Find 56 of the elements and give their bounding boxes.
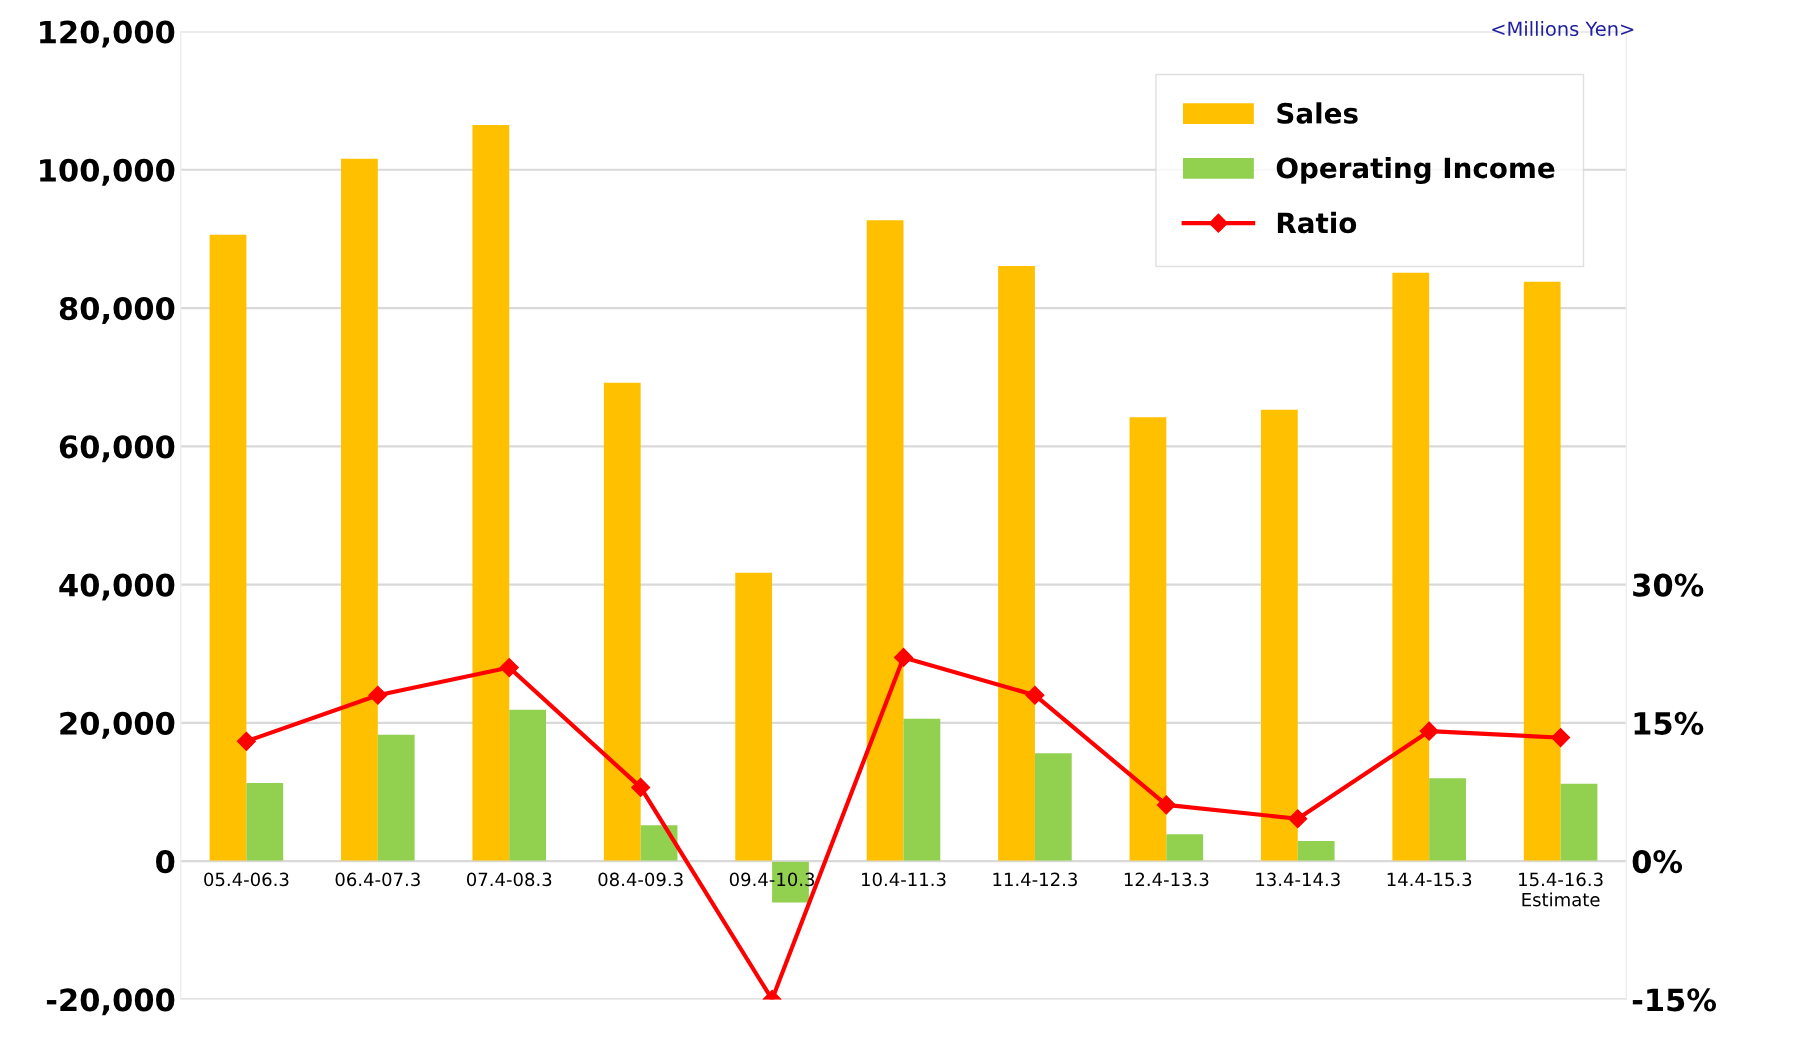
x-tick-label: 13.4-14.3 bbox=[1256, 872, 1340, 887]
x-tick-label: 05.4-06.3 bbox=[204, 872, 289, 887]
bar bbox=[1392, 272, 1430, 862]
point bbox=[499, 658, 519, 678]
y-tick-label: 120,000 bbox=[40, 20, 175, 48]
bar bbox=[509, 709, 547, 862]
bar bbox=[246, 783, 284, 862]
bar bbox=[1034, 753, 1072, 862]
point bbox=[631, 777, 651, 797]
bar bbox=[1429, 778, 1466, 862]
point bbox=[236, 731, 256, 751]
x-tick-label: 12.4-13.3 bbox=[1124, 872, 1209, 887]
annotation: <Millions Yen> bbox=[1492, 21, 1634, 37]
bar bbox=[866, 220, 904, 862]
bar bbox=[472, 124, 510, 862]
point bbox=[368, 685, 388, 705]
x-tick-label: 14.4-15.3 bbox=[1387, 872, 1472, 887]
bar bbox=[1523, 281, 1561, 862]
y-tick-label: 0 bbox=[156, 850, 175, 874]
y-tick-label: -20,000 bbox=[46, 988, 175, 1016]
point bbox=[1551, 728, 1571, 748]
y2-tick-label: 30% bbox=[1633, 573, 1704, 597]
x-tick-label: 10.4-11.3 bbox=[862, 872, 946, 887]
point bbox=[1288, 809, 1308, 829]
point bbox=[893, 647, 914, 667]
y-tick-label: 80,000 bbox=[59, 297, 175, 325]
legend-label: Sales bbox=[1277, 102, 1358, 124]
x-tick-label: 11.4-12.3 bbox=[993, 872, 1077, 887]
y2-tick-label: 15% bbox=[1634, 711, 1704, 735]
x-tick-label: 07.4-08.3 bbox=[466, 872, 552, 887]
x-tick-label: 15.4-16.3 Estimate bbox=[1519, 872, 1603, 907]
y-tick-label: 20,000 bbox=[60, 711, 175, 739]
y-tick-label: 100,000 bbox=[40, 158, 175, 186]
bar bbox=[341, 158, 378, 862]
bar bbox=[1560, 783, 1598, 862]
bar bbox=[603, 382, 641, 862]
point bbox=[1419, 721, 1439, 741]
x-tick-label: 08.4-09.3 bbox=[598, 872, 683, 887]
point bbox=[1025, 685, 1045, 705]
bar bbox=[1260, 409, 1298, 862]
y-tick-label: 60,000 bbox=[59, 435, 175, 463]
bar bbox=[377, 734, 415, 862]
bar bbox=[1166, 834, 1204, 862]
bar bbox=[1129, 417, 1167, 862]
bar bbox=[735, 572, 773, 862]
bar bbox=[209, 234, 247, 862]
y2-tick-label: 0% bbox=[1632, 850, 1683, 874]
x-tick-label: 06.4-07.3 bbox=[335, 872, 420, 887]
bar bbox=[1297, 841, 1335, 862]
legend-label: Operating Income bbox=[1276, 156, 1555, 185]
y2-tick-label: -15% bbox=[1632, 988, 1717, 1012]
y-tick-label: 40,000 bbox=[59, 573, 175, 601]
bar bbox=[903, 718, 941, 862]
bar bbox=[998, 265, 1035, 862]
legend-label: Ratio bbox=[1277, 211, 1357, 234]
point bbox=[1156, 795, 1176, 815]
